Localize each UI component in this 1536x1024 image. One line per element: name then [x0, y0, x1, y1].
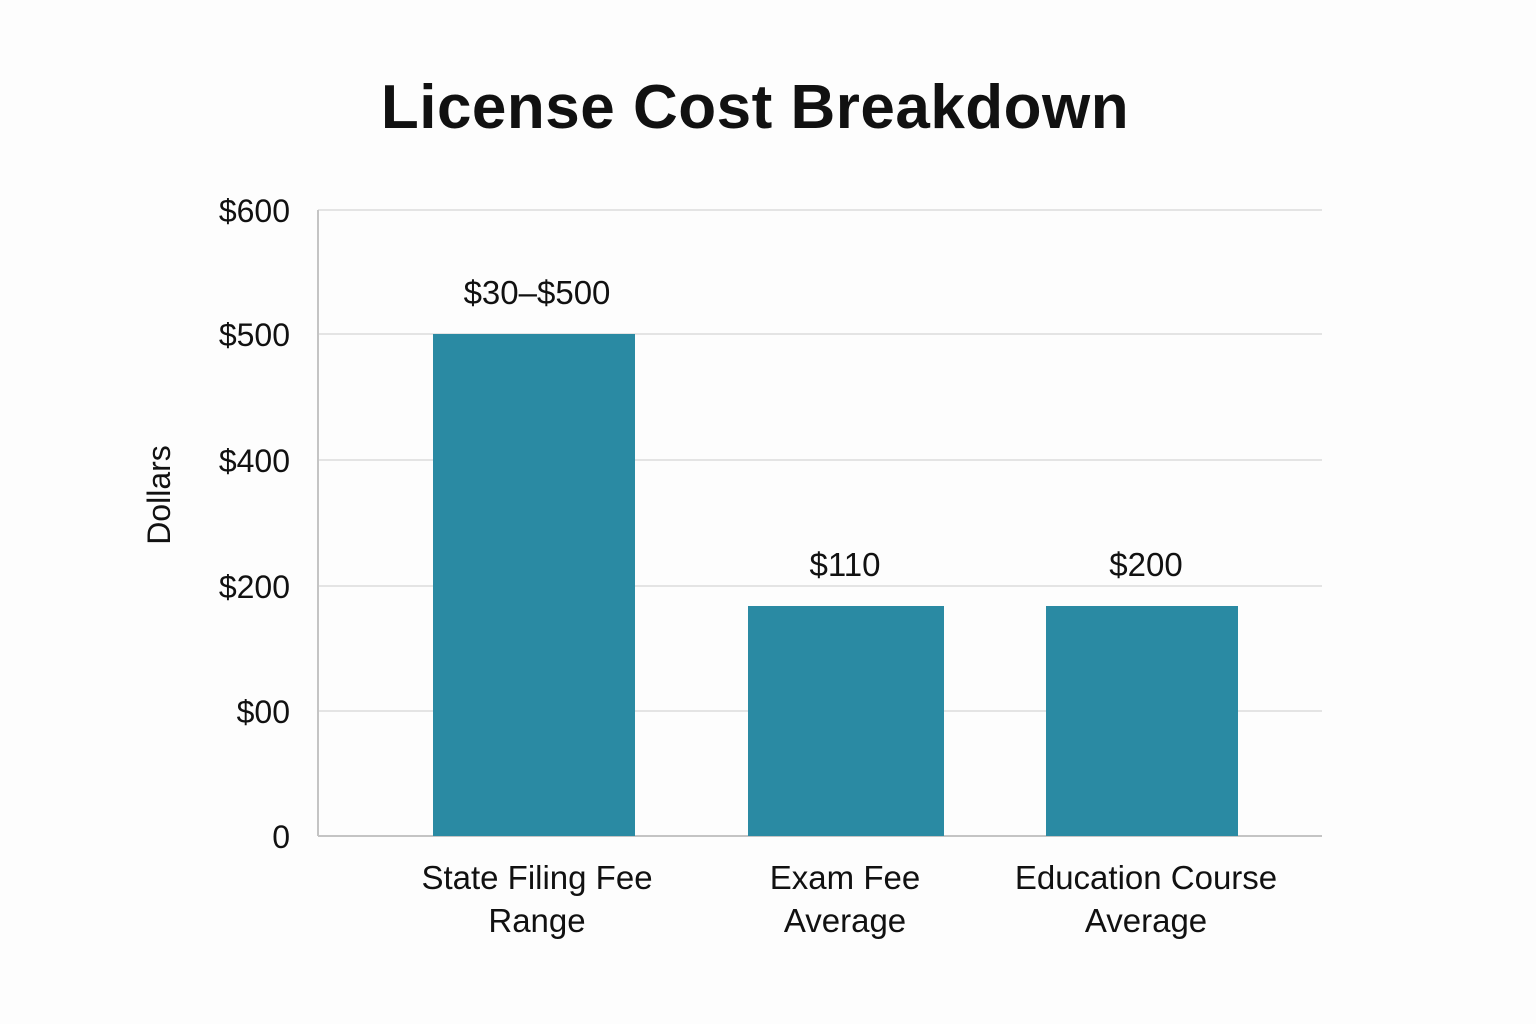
y-tick-label: $600	[219, 193, 290, 229]
y-tick-label: $200	[219, 569, 290, 605]
y-tick-label: $500	[219, 317, 290, 353]
y-tick-label: $400	[219, 443, 290, 479]
y-axis-title: Dollars	[141, 445, 177, 545]
y-tick-label: $00	[237, 694, 290, 730]
bar[interactable]	[748, 606, 944, 836]
bar[interactable]	[1046, 606, 1238, 836]
data-label: $30–$500	[464, 274, 611, 311]
x-tick-label: Average	[1085, 902, 1207, 939]
bar[interactable]	[433, 334, 635, 836]
data-label: $110	[810, 546, 881, 583]
data-label: $200	[1109, 546, 1182, 583]
x-tick-label: Average	[784, 902, 906, 939]
x-tick-label: Range	[488, 902, 585, 939]
x-tick-label: Education Course	[1015, 859, 1277, 896]
chart-title: License Cost Breakdown	[380, 73, 1130, 142]
y-tick-label: 0	[272, 819, 290, 855]
x-tick-label: Exam Fee	[770, 859, 920, 896]
x-tick-label: State Filing Fee	[421, 859, 652, 896]
